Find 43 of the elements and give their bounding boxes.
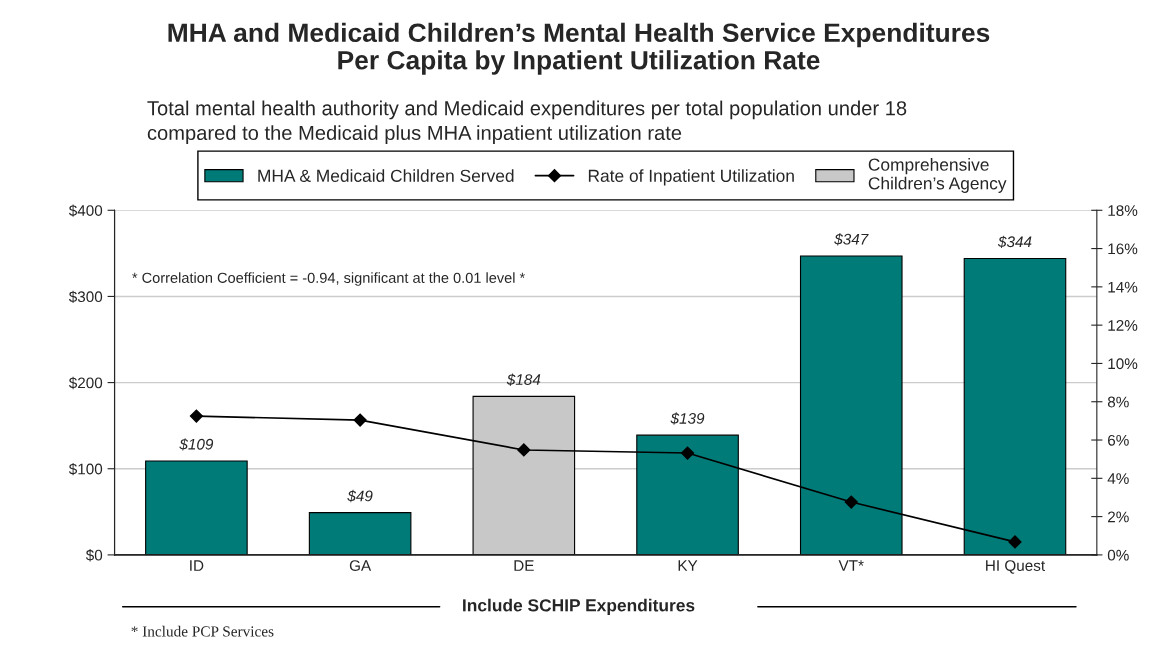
data-label: $347: [834, 233, 869, 246]
data-label: $109: [179, 438, 214, 451]
y2-tick-label: 6%: [1108, 434, 1129, 446]
point: [1008, 535, 1022, 549]
y2-tick-label: 12%: [1108, 320, 1138, 331]
text: * Include PCP Services: [131, 625, 274, 637]
legend-label: MHA & Medicaid Children Served: [258, 169, 514, 182]
y2-tick-label: 10%: [1108, 358, 1138, 370]
legend-label: Rate of Inpatient Utilization: [588, 169, 794, 186]
x-tick-label: ID: [190, 560, 204, 571]
point: [353, 413, 367, 427]
y-tick-label: $400: [68, 204, 103, 217]
point: [844, 495, 858, 509]
y-tick-label: $300: [68, 290, 103, 304]
y2-tick-label: 2%: [1108, 511, 1129, 523]
y-tick-label: $100: [68, 462, 103, 476]
x-tick-label: GA: [349, 560, 372, 571]
bar: [308, 512, 412, 555]
point: [517, 443, 531, 457]
y2-tick-label: 0%: [1107, 549, 1129, 561]
legend-label: Comprehensive Children’s Agency: [868, 158, 1007, 193]
y2-tick-label: 14%: [1108, 281, 1138, 293]
point: [680, 446, 695, 460]
x-tick-label: KY: [678, 560, 698, 571]
y-tick-label: $200: [68, 376, 103, 390]
annotation: * Correlation Coefficient = -0.94, significant at the 0.01 level *: [132, 272, 525, 286]
data-label: $344: [997, 235, 1032, 249]
x-tick-label: DE: [514, 560, 534, 571]
x-tick-label: VT*: [838, 560, 864, 571]
y2-tick-label: 8%: [1107, 396, 1129, 408]
data-label: $139: [670, 412, 705, 425]
y2-tick-label: 4%: [1107, 473, 1129, 484]
data-label: $49: [347, 489, 373, 503]
text: Include SCHIP Expenditures: [463, 598, 695, 615]
y2-tick-label: 18%: [1108, 205, 1138, 216]
chart-subtitle: Total mental health authority and Medicaid expenditures per total population under 18 compared to the Medicaid plus MHA inpatient utilization rate: [147, 100, 907, 144]
chart-title: MHA and Medicaid Children’s Mental Health Service Expenditures Per Capita by Inpatient Utilization Rate: [168, 22, 990, 75]
y-tick-label: $0: [85, 549, 103, 562]
x-tick-label: HI Quest: [986, 560, 1046, 574]
data-label: $184: [506, 373, 541, 386]
point: [189, 409, 203, 423]
bar: [145, 460, 248, 555]
y2-tick-label: 16%: [1108, 243, 1138, 255]
